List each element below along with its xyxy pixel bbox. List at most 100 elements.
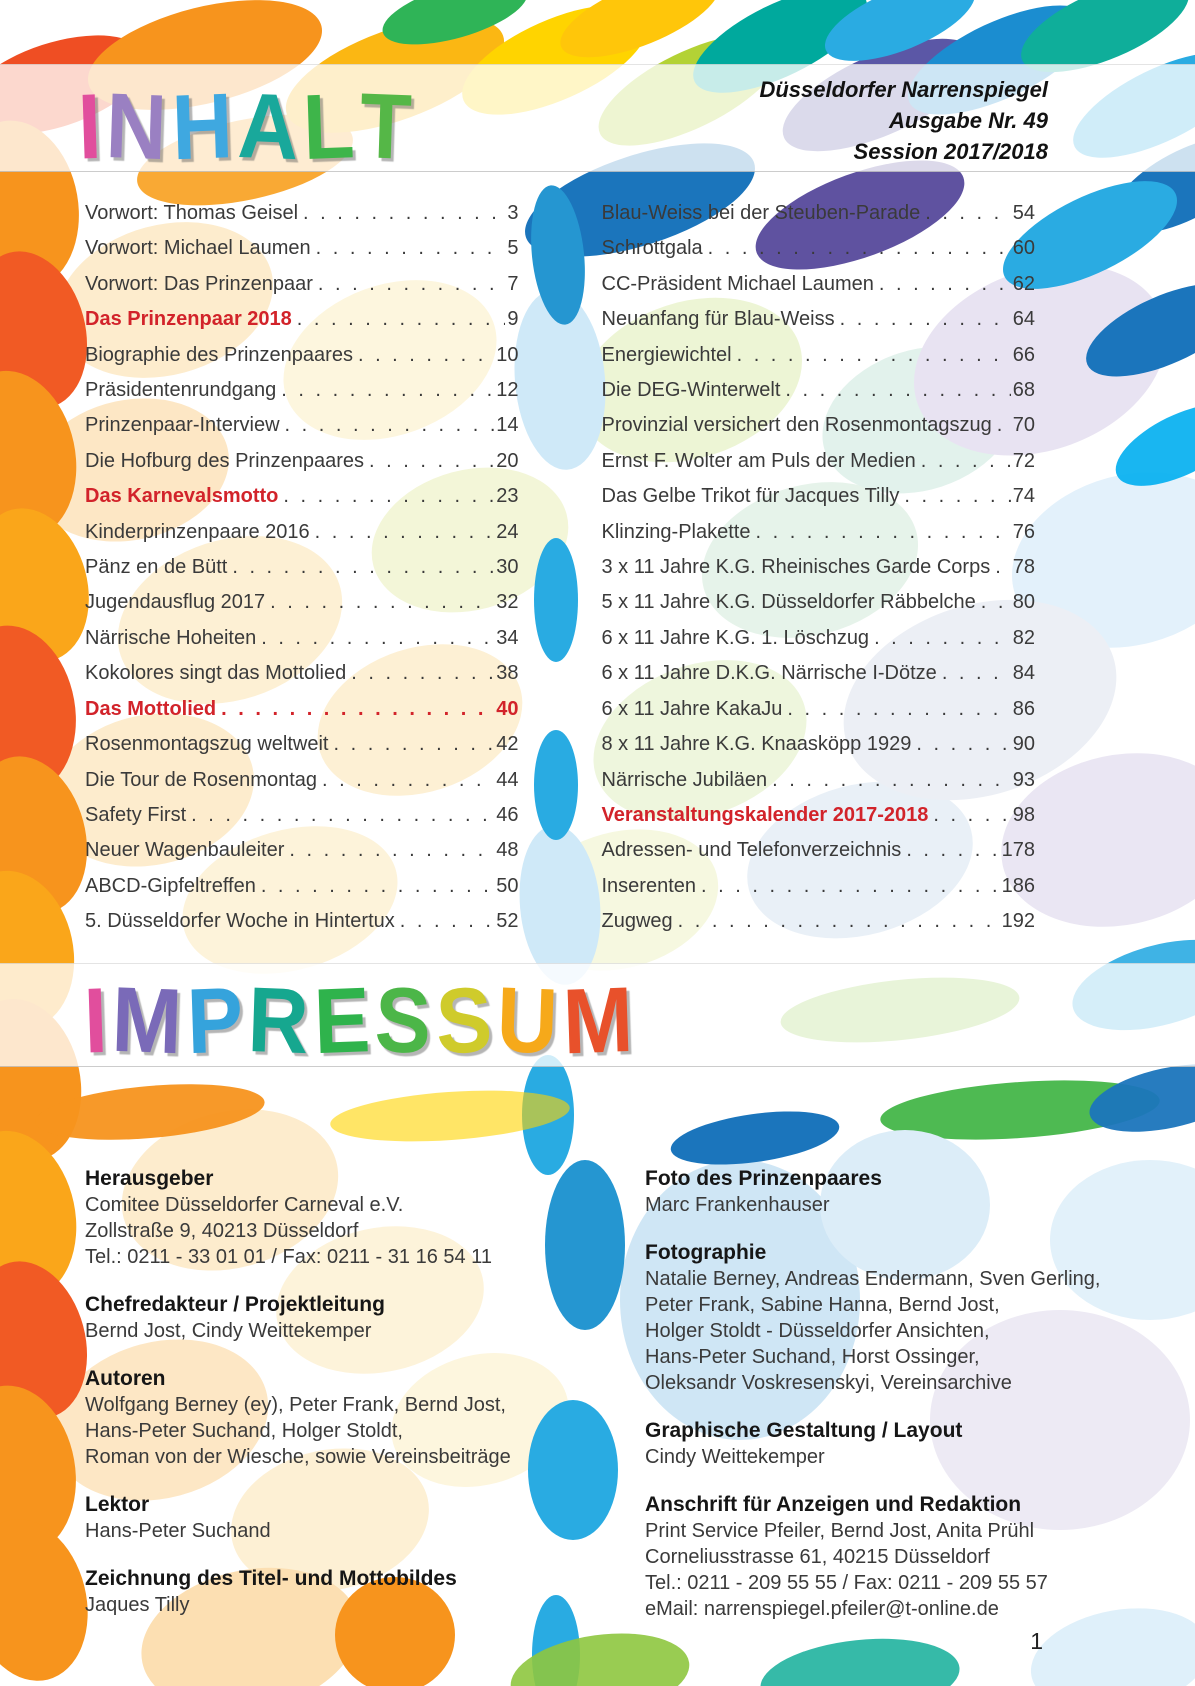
toc-entry-title: Klinzing-Plakette — [601, 520, 751, 543]
page-number: 1 — [1030, 1628, 1043, 1654]
toc-entry: Närrische Jubiläen 93 — [602, 763, 1036, 798]
toc-entry: Zugweg 192 — [602, 904, 1036, 939]
toc-dot-leader — [755, 515, 1010, 550]
toc-dot-leader — [879, 267, 1011, 302]
toc-entry-page-number: 186 — [1001, 874, 1035, 897]
toc-entry-title: Provinzial versichert den Rosenmontagszu… — [601, 414, 992, 437]
issue-number: Ausgabe Nr. 49 — [889, 108, 1048, 133]
toc-entry: Die Tour de Rosenmontag 44 — [85, 763, 519, 798]
toc-entry-page-number: 5 — [507, 237, 519, 260]
toc-dot-leader — [874, 621, 1011, 656]
impressum-block-heading: Chefredakteur / Projektleitung — [85, 1293, 385, 1316]
toc-entry-title: Veranstaltungskalender 2017-2018 — [601, 803, 929, 826]
toc-dot-leader — [995, 550, 1011, 585]
toc-dot-leader — [281, 373, 494, 408]
impressum-block-text: Natalie Berney, Andreas Endermann, Sven … — [645, 1268, 1101, 1394]
toc-entry: 6 x 11 Jahre K.G. 1. Löschzug 82 — [602, 621, 1036, 656]
toc-entry: Das Gelbe Trikot für Jacques Tilly 74 — [602, 479, 1036, 514]
toc-entry-title: 6 x 11 Jahre K.G. 1. Löschzug — [601, 626, 870, 649]
toc-entry-title: Die DEG-Winterwelt — [601, 379, 781, 402]
toc-entry-title: Präsidentenrundgang — [85, 379, 277, 402]
toc-entry-title: Das Karnevalsmotto — [85, 485, 279, 508]
toc-entry-page-number: 46 — [496, 803, 519, 826]
impressum-block-heading: Foto des Prinzenpaares — [645, 1167, 882, 1190]
toc-dot-leader — [322, 763, 494, 798]
toc-entry-title: Kinderprinzenpaare 2016 — [85, 520, 310, 543]
impressum-block: Zeichnung des Titel- und Mottobildes Jaq… — [85, 1566, 545, 1618]
toc-entry: 5. Düsseldorfer Woche in Hintertux 52 — [85, 904, 519, 939]
toc-entry-title: Neuer Wagenbauleiter — [85, 839, 285, 862]
toc-entry-title: 5. Düsseldorfer Woche in Hintertux — [85, 910, 395, 933]
toc-entry: CC-Präsident Michael Laumen 62 — [602, 267, 1036, 302]
toc-entry: Kinderprinzenpaare 2016 24 — [85, 515, 519, 550]
toc-entry: Vorwort: Thomas Geisel 3 — [85, 196, 519, 231]
toc-dot-leader — [678, 904, 1000, 939]
toc-dot-leader — [261, 621, 494, 656]
toc-dot-leader — [701, 869, 1000, 904]
toc-entry-page-number: 74 — [1012, 485, 1035, 508]
impressum-block-heading: Lektor — [85, 1493, 150, 1516]
toc-entry-title: 5 x 11 Jahre K.G. Düsseldorfer Räbbelche — [601, 591, 976, 614]
toc-dot-leader — [997, 408, 1011, 443]
toc-entry-page-number: 78 — [1012, 556, 1035, 579]
toc-dot-leader — [261, 869, 494, 904]
impressum-section: Herausgeber Comitee Düsseldorfer Carneva… — [85, 1166, 1125, 1644]
toc-entry-page-number: 48 — [496, 839, 519, 862]
magazine-name: Düsseldorfer Narrenspiegel — [759, 77, 1048, 102]
impressum-block-text: Print Service Pfeiler, Bernd Jost, Anita… — [645, 1520, 1048, 1620]
impressum-block-heading: Fotographie — [645, 1241, 767, 1264]
toc-entry-title: Energiewichtel — [601, 343, 732, 366]
toc-entry-page-number: 20 — [496, 449, 519, 472]
impressum-block-text: Marc Frankenhauser — [645, 1194, 830, 1216]
toc-entry-title: Schrottgala — [601, 237, 703, 260]
toc-dot-leader — [351, 656, 494, 691]
impressum-column-left: Herausgeber Comitee Düsseldorfer Carneva… — [85, 1166, 545, 1644]
page-title-inhalt: INHALT — [76, 73, 418, 180]
toc-entry: Die Hofburg des Prinzenpaares 20 — [85, 444, 519, 479]
toc-dot-leader — [283, 479, 494, 514]
toc-entry: Provinzial versichert den Rosenmontagszu… — [602, 408, 1036, 443]
toc-entry-title: Ernst F. Wolter am Puls der Medien — [601, 449, 916, 472]
toc-entry-title: Safety First — [85, 803, 187, 826]
toc-entry: Pänz en de Bütt 30 — [85, 550, 519, 585]
toc-entry: Veranstaltungskalender 2017-2018 98 — [602, 798, 1036, 833]
toc-dot-leader — [925, 196, 1011, 231]
toc-dot-leader — [785, 373, 1010, 408]
toc-entry-title: 6 x 11 Jahre KakaJu — [601, 697, 783, 720]
toc-entry: Rosenmontagszug weltweit 42 — [85, 727, 519, 762]
toc-entry-title: 3 x 11 Jahre K.G. Rheinisches Garde Corp… — [601, 556, 991, 579]
toc-dot-leader — [232, 550, 494, 585]
toc-entry: Die DEG-Winterwelt 68 — [602, 373, 1036, 408]
toc-entry-page-number: 76 — [1012, 520, 1035, 543]
impressum-block-text: Cindy Weittekemper — [645, 1446, 825, 1468]
toc-entry-page-number: 40 — [496, 697, 519, 720]
toc-dot-leader — [772, 763, 1011, 798]
toc-entry: Präsidentenrundgang 12 — [85, 373, 519, 408]
toc-entry: Jugendausflug 2017 32 — [85, 585, 519, 620]
toc-entry-page-number: 98 — [1012, 803, 1035, 826]
issue-info: Düsseldorfer Narrenspiegel Ausgabe Nr. 4… — [759, 74, 1048, 167]
toc-entry-title: Das Gelbe Trikot für Jacques Tilly — [601, 485, 900, 508]
impressum-block: Chefredakteur / Projektleitung Bernd Jos… — [85, 1292, 545, 1344]
toc-dot-leader — [369, 444, 494, 479]
toc-entry: Vorwort: Michael Laumen 5 — [85, 231, 519, 266]
toc-dot-leader — [285, 408, 495, 443]
toc-entry-page-number: 42 — [496, 733, 519, 756]
toc-dot-leader — [289, 833, 494, 868]
impressum-block-heading: Anschrift für Anzeigen und Redaktion — [645, 1493, 1022, 1516]
toc-entry-page-number: 86 — [1012, 697, 1035, 720]
toc-column-left: Vorwort: Thomas Geisel 3 Vorwort: Michae… — [85, 196, 519, 940]
toc-dot-leader — [315, 515, 495, 550]
toc-entry-page-number: 54 — [1012, 202, 1035, 224]
toc-dot-leader — [303, 196, 505, 231]
toc-entry: Blau-Weiss bei der Steuben-Parade 54 — [602, 196, 1036, 231]
toc-entry-page-number: 24 — [496, 520, 519, 543]
toc-entry: Biographie des Prinzenpaares 10 — [85, 338, 519, 373]
toc-entry-page-number: 82 — [1012, 626, 1035, 649]
toc-dot-leader — [921, 444, 1011, 479]
toc-entry-page-number: 72 — [1012, 449, 1035, 472]
toc-entry-page-number: 23 — [496, 485, 519, 508]
toc-entry-page-number: 178 — [1001, 839, 1035, 862]
toc-entry-page-number: 38 — [496, 662, 519, 685]
toc-entry-title: Pänz en de Bütt — [85, 556, 228, 579]
